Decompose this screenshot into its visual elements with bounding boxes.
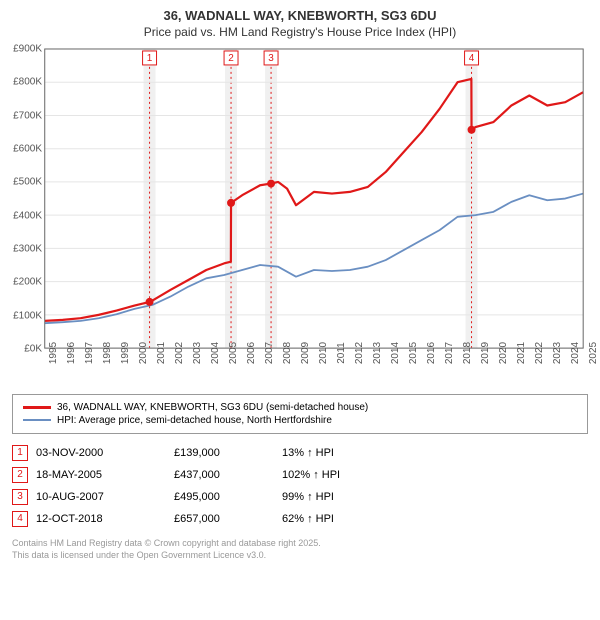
y-tick-label: £0K (24, 343, 44, 354)
price-chart: 1 2 3 4 £0K £100K £200K £300K £400K £500K £600K £70… (8, 43, 592, 388)
x-tick-label: 2006 (242, 342, 257, 364)
chart-title-2: Price paid vs. HM Land Registry's House … (8, 25, 592, 39)
x-tick-label: 2003 (188, 342, 203, 364)
sale-date: 10-AUG-2007 (36, 491, 166, 503)
sale-row: 3 10-AUG-2007 £495,000 99% ↑ HPI (12, 486, 588, 508)
x-tick-label: 2016 (422, 342, 437, 364)
legend-row: 36, WADNALL WAY, KNEBWORTH, SG3 6DU (sem… (23, 401, 577, 414)
x-tick-label: 2002 (170, 342, 185, 364)
sale-date: 03-NOV-2000 (36, 447, 166, 459)
sale-marker: 3 (12, 489, 28, 505)
footer-line-2: This data is licensed under the Open Gov… (12, 550, 588, 562)
sale-price: £437,000 (174, 469, 274, 481)
x-tick-label: 1997 (80, 342, 95, 364)
svg-text:1: 1 (147, 53, 153, 64)
y-tick-label: £900K (13, 43, 44, 54)
y-tick-label: £100K (13, 310, 44, 321)
x-tick-label: 2008 (278, 342, 293, 364)
sale-price: £657,000 (174, 513, 274, 525)
x-tick-label: 2015 (404, 342, 419, 364)
sale-row: 1 03-NOV-2000 £139,000 13% ↑ HPI (12, 442, 588, 464)
sale-marker: 4 (12, 511, 28, 527)
x-tick-label: 2009 (296, 342, 311, 364)
x-tick-label: 2025 (584, 342, 599, 364)
x-tick-label: 2023 (548, 342, 563, 364)
x-tick-label: 2013 (368, 342, 383, 364)
x-tick-label: 2005 (224, 342, 239, 364)
x-tick-label: 1995 (44, 342, 59, 364)
sale-row: 4 12-OCT-2018 £657,000 62% ↑ HPI (12, 508, 588, 530)
sale-date: 18-MAY-2005 (36, 469, 166, 481)
y-tick-label: £200K (13, 277, 44, 288)
legend-swatch (23, 406, 51, 409)
x-tick-label: 2021 (512, 342, 527, 364)
sale-marker: 1 (12, 445, 28, 461)
footer-line-1: Contains HM Land Registry data © Crown c… (12, 538, 588, 550)
sale-price: £495,000 (174, 491, 274, 503)
sale-pct: 62% ↑ HPI (282, 513, 372, 525)
x-tick-label: 1996 (62, 342, 77, 364)
container: 36, WADNALL WAY, KNEBWORTH, SG3 6DU Pric… (0, 0, 600, 573)
legend-swatch (23, 419, 51, 421)
x-tick-label: 1999 (116, 342, 131, 364)
svg-text:3: 3 (268, 53, 274, 64)
x-tick-label: 2004 (206, 342, 221, 364)
x-tick-label: 2019 (476, 342, 491, 364)
y-tick-label: £600K (13, 143, 44, 154)
legend-label: 36, WADNALL WAY, KNEBWORTH, SG3 6DU (sem… (57, 402, 368, 413)
x-tick-label: 2020 (494, 342, 509, 364)
x-tick-label: 2011 (332, 342, 347, 364)
sale-pct: 13% ↑ HPI (282, 447, 372, 459)
legend: 36, WADNALL WAY, KNEBWORTH, SG3 6DU (sem… (12, 394, 588, 434)
svg-text:2: 2 (228, 53, 234, 64)
sales-table: 1 03-NOV-2000 £139,000 13% ↑ HPI 2 18-MAY-200… (12, 442, 588, 530)
svg-text:4: 4 (469, 53, 475, 64)
sale-row: 2 18-MAY-2005 £437,000 102% ↑ HPI (12, 464, 588, 486)
y-tick-label: £300K (13, 243, 44, 254)
y-tick-label: £800K (13, 77, 44, 88)
x-tick-label: 2024 (566, 342, 581, 364)
x-tick-label: 2007 (260, 342, 275, 364)
y-tick-label: £400K (13, 210, 44, 221)
chart-title-1: 36, WADNALL WAY, KNEBWORTH, SG3 6DU (8, 8, 592, 25)
legend-label: HPI: Average price, semi-detached house,… (57, 415, 332, 426)
y-tick-label: £700K (13, 110, 44, 121)
sale-pct: 102% ↑ HPI (282, 469, 372, 481)
x-tick-label: 2001 (152, 342, 167, 364)
x-tick-label: 2022 (530, 342, 545, 364)
sale-date: 12-OCT-2018 (36, 513, 166, 525)
sale-price: £139,000 (174, 447, 274, 459)
x-tick-label: 2017 (440, 342, 455, 364)
x-tick-label: 1998 (98, 342, 113, 364)
y-tick-label: £500K (13, 177, 44, 188)
x-tick-label: 2000 (134, 342, 149, 364)
legend-row: HPI: Average price, semi-detached house,… (23, 414, 577, 427)
sale-marker: 2 (12, 467, 28, 483)
x-tick-label: 2010 (314, 342, 329, 364)
sale-pct: 99% ↑ HPI (282, 491, 372, 503)
x-tick-label: 2014 (386, 342, 401, 364)
x-tick-label: 2018 (458, 342, 473, 364)
x-tick-label: 2012 (350, 342, 365, 364)
footer-attribution: Contains HM Land Registry data © Crown c… (12, 538, 588, 561)
